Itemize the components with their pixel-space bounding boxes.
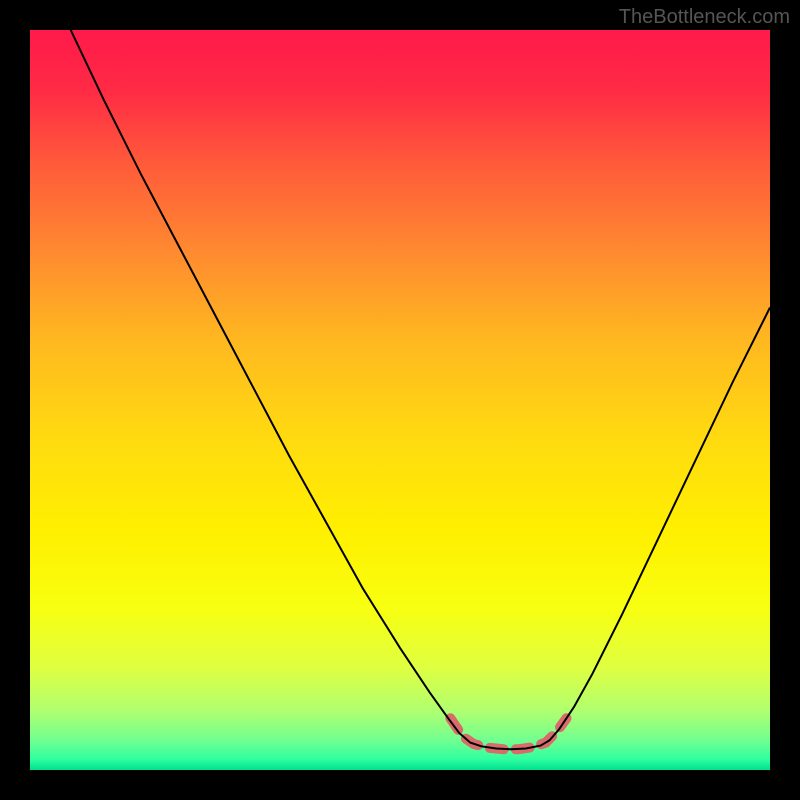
bottleneck-curve [71,30,770,749]
plot-area [30,30,770,770]
bottleneck-marker [450,718,566,749]
watermark-text: TheBottleneck.com [619,6,790,29]
chart-curve-layer [30,30,770,770]
